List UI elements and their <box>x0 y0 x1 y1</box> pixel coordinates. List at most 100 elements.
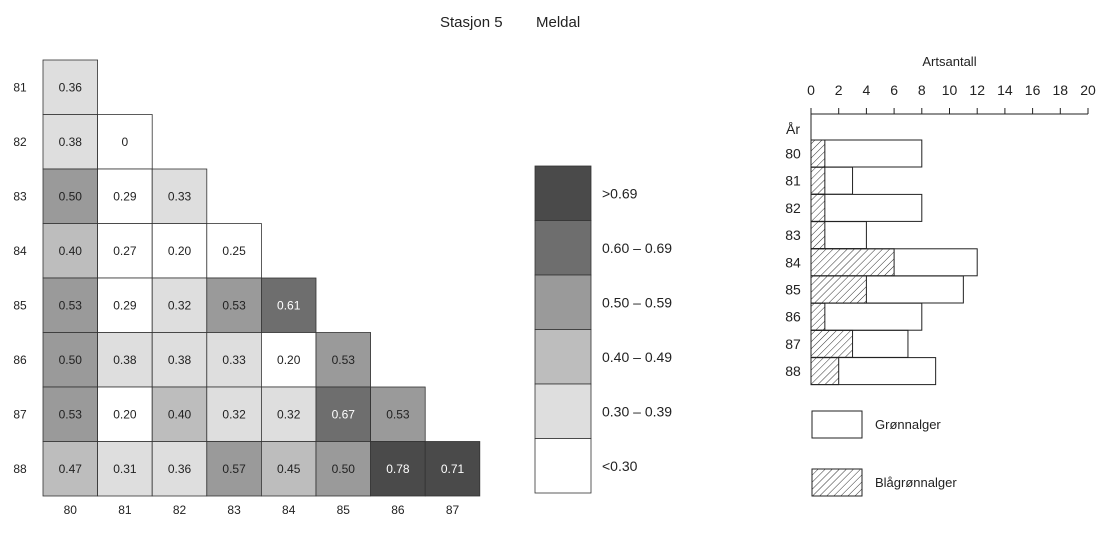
x-axis-tick-label: 0 <box>807 82 815 98</box>
x-axis-tick-label: 12 <box>969 82 985 98</box>
bar-category-label: 81 <box>785 173 801 189</box>
heatmap-cell-value: 0.67 <box>332 407 356 421</box>
heatmap-cell <box>42 386 98 442</box>
heatmap-row-label: 84 <box>13 244 27 258</box>
legend-swatch <box>534 220 592 276</box>
heatmap-cell-value: 0.50 <box>59 353 83 367</box>
legend-label: 0.30 – 0.39 <box>602 403 672 419</box>
heatmap-cell-value: 0.33 <box>168 189 192 203</box>
bar-blagronnalger <box>810 221 826 250</box>
heatmap-cell-value: 0.29 <box>113 189 137 203</box>
heatmap-cell <box>97 168 153 224</box>
y-axis-label: År <box>786 121 800 137</box>
x-axis-tick-label: 6 <box>890 82 898 98</box>
heatmap-cell <box>206 441 262 497</box>
heatmap-col-label: 85 <box>337 503 351 517</box>
heatmap-cell-value: 0.20 <box>113 407 137 421</box>
heatmap-cell-value: 0.38 <box>168 353 192 367</box>
heatmap-cell <box>206 332 262 388</box>
bar-blagronnalger <box>810 357 840 386</box>
heatmap-col-label: 84 <box>282 503 296 517</box>
heatmap-cell <box>206 223 262 279</box>
bar-blagronnalger <box>810 329 854 358</box>
heatmap-cell <box>97 277 153 333</box>
bar-blagronnalger <box>810 193 826 222</box>
heatmap-cell-value: 0.71 <box>441 462 465 476</box>
bar-gronnalger <box>810 139 923 168</box>
legend-blagronnalger-swatch <box>811 468 863 497</box>
bar-category-label: 80 <box>785 146 801 162</box>
heatmap-cell-value: 0.27 <box>113 244 137 258</box>
heatmap-col-label: 82 <box>173 503 187 517</box>
x-axis-tick-label: 4 <box>863 82 871 98</box>
bar-chart-title: Artsantall <box>922 54 976 69</box>
x-axis-tick-label: 18 <box>1053 82 1069 98</box>
heatmap-cell-value: 0.53 <box>59 298 83 312</box>
bar-blagronnalger <box>810 139 826 168</box>
legend-label: <0.30 <box>602 458 638 474</box>
bar-gronnalger <box>810 193 923 222</box>
heatmap-cell <box>260 332 317 388</box>
bar-category-label: 86 <box>785 309 801 325</box>
heatmap-col-label: 86 <box>391 503 405 517</box>
legend-swatch <box>534 383 592 439</box>
heatmap-cell-value: 0.33 <box>222 353 246 367</box>
heatmap-cell-value: 0.20 <box>168 244 192 258</box>
heatmap-legend: >0.69 0.60 – 0.69 0.50 – 0.59 0.40 – 0.49 0.… <box>534 165 672 494</box>
heatmap-cell-value: 0.20 <box>277 353 301 367</box>
heatmap-cell-value: 0.32 <box>277 407 301 421</box>
heatmap-row-label: 88 <box>13 462 27 476</box>
x-axis-tick-label: 16 <box>1025 82 1041 98</box>
heatmap-cell-value: 0.40 <box>168 407 192 421</box>
heatmap-cell <box>42 441 98 497</box>
bar-gronnalger <box>810 302 923 331</box>
bar-category-label: 83 <box>785 227 801 243</box>
heatmap-cell <box>260 386 317 442</box>
heatmap-col-label: 87 <box>446 503 460 517</box>
legend-swatch <box>534 438 592 494</box>
bar-category-label: 82 <box>785 200 801 216</box>
heatmap-cell <box>151 441 208 497</box>
heatmap-cell-value: 0.53 <box>386 407 410 421</box>
heatmap-row-label: 83 <box>13 189 27 203</box>
heatmap-cell-value: 0.78 <box>386 462 410 476</box>
x-axis-tick-label: 20 <box>1080 82 1096 98</box>
heatmap-cell-value: 0.50 <box>332 462 356 476</box>
x-axis-tick-label: 10 <box>942 82 958 98</box>
heatmap-row-label: 85 <box>13 298 27 312</box>
heatmap-row-label: 87 <box>13 407 27 421</box>
heatmap-cell-value: 0.53 <box>59 407 83 421</box>
heatmap-cell <box>42 59 98 115</box>
heatmap-cell-value: 0.57 <box>222 462 246 476</box>
station-label: Stasjon 5 <box>440 14 503 31</box>
heatmap-row-label: 81 <box>13 80 27 94</box>
bar-category-label: 88 <box>785 363 801 379</box>
heatmap-cell-value: 0.25 <box>222 244 246 258</box>
heatmap-cell <box>315 332 371 388</box>
x-axis-tick-label: 2 <box>835 82 843 98</box>
heatmap-row-label: 86 <box>13 353 27 367</box>
heatmap-cell-value: 0.36 <box>59 80 83 94</box>
bar-blagronnalger <box>810 302 826 331</box>
heatmap-cell-value: 0.45 <box>277 462 301 476</box>
legend-label: >0.69 <box>602 185 638 201</box>
heatmap-cell-value: 0.50 <box>59 189 83 203</box>
heatmap-cell <box>151 386 208 442</box>
legend-blagronnalger-label: Blågrønnalger <box>875 475 957 490</box>
legend-swatch <box>534 165 592 221</box>
heatmap-cell <box>97 114 153 170</box>
bar-blagronnalger <box>810 275 867 304</box>
heatmap-cell <box>42 277 98 333</box>
legend-gronnalger-swatch <box>811 410 863 439</box>
heatmap-col-label: 80 <box>64 503 78 517</box>
legend-swatch <box>534 329 592 385</box>
heatmap-cell <box>370 441 426 497</box>
bar-blagronnalger <box>810 248 895 277</box>
heatmap-cell-value: 0.38 <box>59 135 83 149</box>
heatmap-cell <box>151 277 208 333</box>
heatmap-cell <box>206 277 262 333</box>
heatmap-cell <box>42 168 98 224</box>
legend-label: 0.60 – 0.69 <box>602 240 672 256</box>
x-axis-tick-label: 8 <box>918 82 926 98</box>
